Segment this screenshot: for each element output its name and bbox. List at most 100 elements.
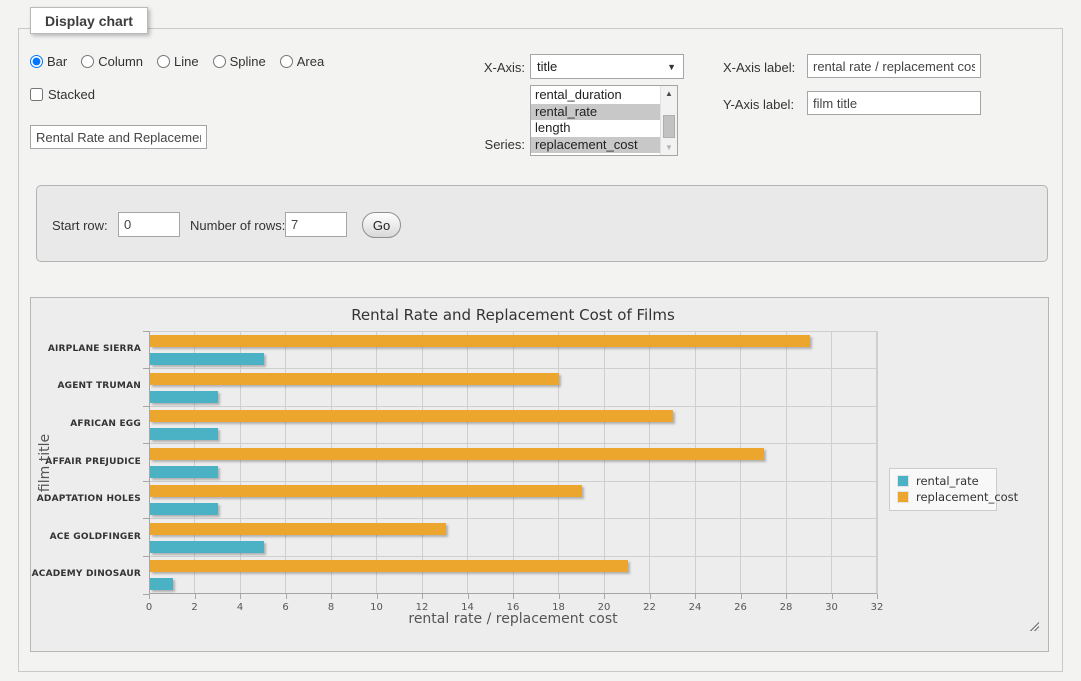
x-tick-mark bbox=[831, 594, 833, 599]
go-button[interactable]: Go bbox=[362, 212, 401, 238]
resize-handle-icon[interactable] bbox=[1028, 620, 1039, 631]
scrollbar-thumb[interactable] bbox=[663, 115, 675, 138]
scroll-down-icon[interactable]: ▼ bbox=[665, 143, 673, 152]
chart-type-radio-label: Line bbox=[174, 54, 199, 69]
x-tick-mark bbox=[149, 594, 150, 599]
gridline bbox=[649, 331, 650, 594]
start-row-label: Start row: bbox=[52, 218, 108, 233]
series-list-scrollbar[interactable]: ▲ ▼ bbox=[660, 86, 677, 155]
chart-title: Rental Rate and Replacement Cost of Film… bbox=[351, 306, 675, 324]
number-of-rows-input[interactable] bbox=[285, 212, 347, 237]
series-option-replacement_cost[interactable]: replacement_cost bbox=[531, 136, 660, 153]
legend-swatch-icon bbox=[897, 475, 909, 487]
y-axis-line bbox=[149, 331, 150, 594]
chart-type-group: Bar Column Line Spline Area bbox=[30, 54, 332, 69]
gridline bbox=[239, 331, 241, 594]
x-tick-mark bbox=[331, 594, 332, 599]
x-tick-label: 30 bbox=[825, 602, 838, 613]
bar-rental_rate bbox=[150, 428, 219, 441]
y-axis-label-input[interactable] bbox=[807, 91, 981, 115]
legend-item-rental_rate: rental_rate bbox=[897, 473, 988, 489]
x-axis-label-label: X-Axis label: bbox=[723, 60, 796, 75]
chart-type-radio-label: Spline bbox=[229, 54, 266, 69]
x-tick-mark bbox=[467, 594, 469, 599]
chart-container: Rental Rate and Replacement Cost of Film… bbox=[30, 297, 1049, 652]
gridline bbox=[512, 331, 514, 594]
category-label: ADAPTATION HOLES bbox=[36, 494, 141, 505]
gridline bbox=[740, 331, 741, 594]
x-tick-label: 24 bbox=[688, 602, 702, 613]
chart-type-radio-bar[interactable] bbox=[30, 55, 43, 68]
x-tick-label: 4 bbox=[236, 602, 244, 613]
display-chart-tab: Display chart bbox=[30, 7, 148, 34]
gridline bbox=[421, 331, 423, 594]
bar-rental_rate bbox=[150, 540, 264, 553]
x-tick-label: 0 bbox=[145, 602, 153, 613]
number-of-rows-label: Number of rows: bbox=[190, 218, 286, 233]
x-tick-label: 32 bbox=[870, 602, 884, 613]
chart-type-radio-column[interactable] bbox=[81, 55, 95, 68]
series-option-rental_rate[interactable]: rental_rate bbox=[531, 103, 660, 120]
stacked-checkbox[interactable] bbox=[30, 88, 43, 101]
gridline bbox=[149, 518, 877, 520]
gridline bbox=[194, 331, 195, 594]
chart-type-option-bar[interactable]: Bar bbox=[30, 54, 67, 69]
chart-title-input[interactable] bbox=[30, 125, 207, 149]
x-tick-label: 28 bbox=[779, 602, 793, 613]
bar-replacement_cost bbox=[150, 560, 628, 573]
stacked-option[interactable]: Stacked bbox=[30, 87, 95, 102]
bar-rental_rate bbox=[150, 578, 173, 591]
scroll-up-icon[interactable]: ▲ bbox=[665, 89, 673, 98]
x-tick-mark bbox=[558, 594, 560, 599]
x-tick-mark bbox=[786, 594, 787, 599]
bar-replacement_cost bbox=[150, 335, 810, 347]
gridline bbox=[558, 331, 559, 594]
category-label: AGENT TRUMAN bbox=[57, 381, 141, 392]
x-axis-label-input[interactable] bbox=[807, 54, 981, 78]
legend-label: replacement_cost bbox=[916, 490, 1019, 504]
x-tick-mark bbox=[604, 594, 605, 599]
x-tick-label: 6 bbox=[282, 602, 289, 613]
series-listbox[interactable]: rental_duration rental_rate length replacem… bbox=[530, 85, 678, 156]
chart-type-radio-area[interactable] bbox=[279, 55, 293, 68]
y-tick-mark bbox=[143, 368, 149, 370]
x-axis-select[interactable]: title ▼ bbox=[530, 54, 684, 79]
x-axis-select-label: X-Axis: bbox=[483, 60, 525, 75]
category-label: ACE GOLDFINGER bbox=[49, 531, 141, 542]
x-tick-label: 2 bbox=[191, 602, 198, 613]
start-row-input[interactable] bbox=[118, 212, 180, 237]
gridline bbox=[149, 443, 877, 445]
chevron-down-icon: ▼ bbox=[667, 61, 676, 72]
y-axis-label-label: Y-Axis label: bbox=[723, 97, 795, 112]
chart-type-option-column[interactable]: Column bbox=[81, 54, 143, 69]
series-options: rental_duration rental_rate length replacem… bbox=[531, 86, 660, 155]
y-tick-mark bbox=[143, 405, 149, 407]
x-tick-mark bbox=[422, 594, 423, 599]
x-tick-mark bbox=[376, 594, 378, 599]
gridline bbox=[876, 331, 878, 594]
x-tick-mark bbox=[285, 594, 287, 599]
chart-legend: rental_rate replacement_cost bbox=[889, 468, 1018, 511]
chart-type-option-line[interactable]: Line bbox=[157, 54, 199, 69]
category-label: AFFAIR PREJUDICE bbox=[45, 456, 141, 467]
x-tick-mark bbox=[740, 594, 742, 599]
gridline bbox=[603, 331, 605, 594]
chart-type-radio-line[interactable] bbox=[157, 55, 171, 68]
bar-replacement_cost bbox=[150, 372, 560, 385]
chart-type-option-area[interactable]: Area bbox=[279, 54, 324, 69]
x-tick-mark bbox=[695, 594, 696, 599]
chart-type-option-spline[interactable]: Spline bbox=[212, 54, 266, 69]
x-tick-mark bbox=[194, 594, 196, 599]
category-label: AFRICAN EGG bbox=[70, 418, 141, 429]
legend-label: rental_rate bbox=[916, 474, 979, 488]
chart-type-radio-spline[interactable] bbox=[212, 55, 226, 68]
x-tick-label: 26 bbox=[734, 602, 747, 613]
gridline bbox=[149, 405, 877, 407]
x-axis-line bbox=[149, 593, 877, 594]
x-tick-mark bbox=[877, 594, 878, 599]
gridline bbox=[149, 368, 877, 370]
series-option-rental_duration[interactable]: rental_duration bbox=[535, 87, 622, 102]
plot-right-border bbox=[876, 331, 877, 594]
series-option-length[interactable]: length bbox=[535, 120, 571, 135]
bar-replacement_cost bbox=[150, 485, 583, 498]
